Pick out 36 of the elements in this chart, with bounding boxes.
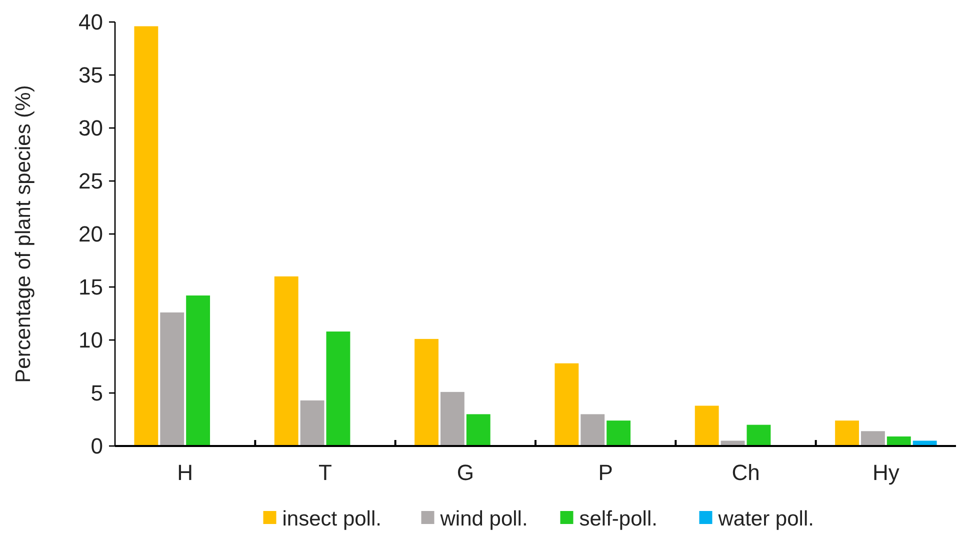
bar [746, 424, 771, 446]
x-tick-label: Hy [872, 460, 900, 485]
y-tick-label: 30 [78, 116, 103, 141]
y-tick-label: 35 [78, 62, 103, 88]
bar [580, 414, 605, 446]
bar [414, 338, 438, 446]
legend-label: self-poll. [579, 507, 658, 530]
y-tick-label: 40 [78, 10, 103, 35]
x-tick-label: P [598, 460, 613, 485]
x-tick-label: G [456, 460, 474, 485]
bar [694, 406, 719, 446]
y-tick-label: 0 [90, 434, 103, 459]
y-tick-label: 15 [78, 274, 103, 300]
legend-label: water poll. [717, 507, 814, 530]
x-tick-label: H [177, 460, 194, 485]
x-tick-label: Ch [732, 460, 760, 485]
bar [606, 420, 631, 446]
bar [134, 26, 158, 446]
legend-label: insect poll. [282, 507, 382, 530]
bar [554, 363, 579, 446]
x-tick-label: T [318, 460, 332, 485]
bar [300, 400, 324, 446]
bar [860, 431, 885, 446]
bar [160, 312, 184, 446]
y-tick-label: 5 [90, 380, 103, 406]
y-tick-label: 20 [78, 222, 103, 247]
bar [186, 295, 210, 446]
y-axis-title: Percentage of plant species (%) [12, 85, 35, 383]
y-tick-label: 10 [78, 328, 103, 353]
y-tick-label: 25 [78, 168, 103, 194]
bar [835, 420, 859, 446]
bar [466, 414, 490, 446]
bar [440, 392, 464, 446]
bar [326, 332, 350, 446]
bar [274, 276, 298, 446]
legend-label: wind poll. [439, 507, 528, 530]
